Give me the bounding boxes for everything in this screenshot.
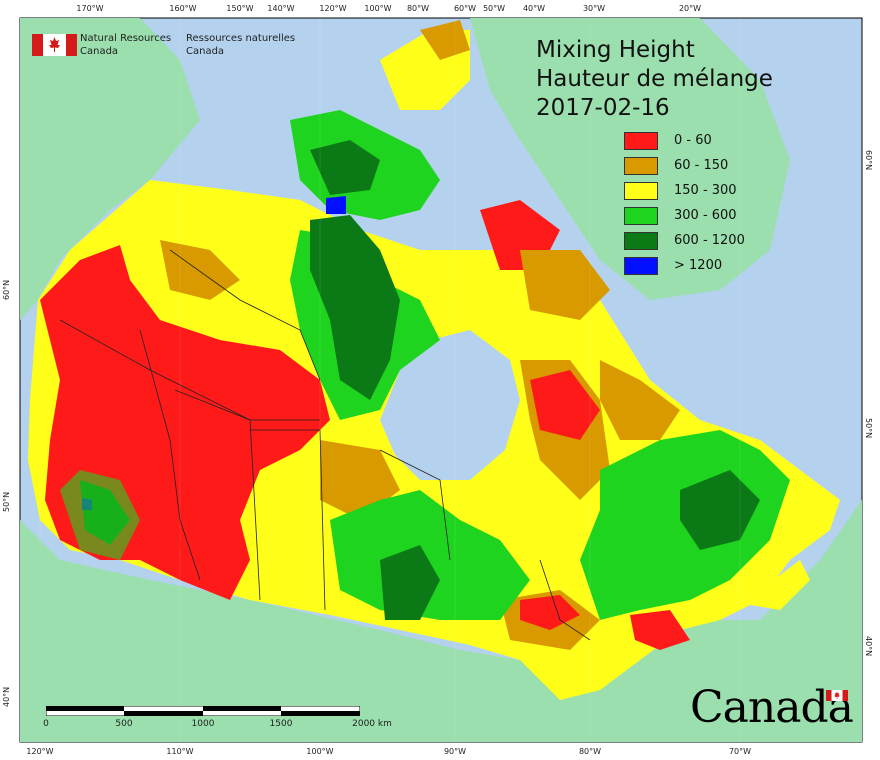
top-tick-label: 140°W — [267, 4, 295, 13]
bottom-tick-label: 80°W — [578, 747, 602, 756]
bottom-tick-label: 90°W — [443, 747, 467, 756]
agency-fr-line1: Ressources naturelles — [186, 33, 296, 44]
dkgreen-north — [310, 215, 400, 400]
agency-name-fr: Ressources naturelles Canada — [186, 32, 295, 58]
legend-swatch — [624, 257, 658, 275]
canada-flag-icon — [32, 34, 77, 56]
border-bc-ab — [139, 329, 201, 581]
legend-label: 150 - 300 — [674, 183, 737, 198]
green-central — [330, 490, 530, 620]
border-nwt-nu — [169, 249, 321, 381]
bottom-tick-label: 120°W — [26, 747, 54, 756]
agency-en-line1: Natural Resources — [80, 33, 172, 44]
left-tick-label: 40°N — [2, 686, 11, 707]
orange-baffin — [520, 250, 610, 320]
left-tick-label: 60°N — [2, 279, 11, 300]
top-tick-label: 50°W — [482, 4, 506, 13]
usa — [20, 500, 862, 742]
top-tick-label: 30°W — [582, 4, 606, 13]
yellow-ns — [720, 560, 810, 610]
right-tick-label: 40°N — [864, 636, 873, 657]
scale-label: 1000 — [191, 719, 215, 729]
scale-label: 1500 — [269, 719, 293, 729]
border-mb-on — [379, 449, 451, 561]
map-title: Mixing Height Hauteur de mélange 2017-02… — [536, 36, 773, 123]
top-tick-label: 80°W — [406, 4, 430, 13]
legend-label: 60 - 150 — [674, 158, 729, 173]
top-tick-label: 60°W — [453, 4, 477, 13]
legend-swatch — [624, 132, 658, 150]
scale-label: 2000 km — [352, 719, 392, 729]
bottom-tick-label: 110°W — [166, 747, 194, 756]
scale-label: 500 — [115, 719, 133, 729]
title-date: 2017-02-16 — [536, 95, 670, 121]
legend-swatch — [624, 157, 658, 175]
red-labrador — [530, 370, 600, 440]
agency-en-line2: Canada — [80, 46, 119, 57]
legend-label: 600 - 1200 — [674, 233, 745, 248]
legend-swatch — [624, 232, 658, 250]
blue-spot-arctic — [326, 196, 346, 214]
border-60N — [59, 319, 320, 421]
top-tick-label: 40°W — [522, 4, 546, 13]
border-sk-mb — [250, 429, 326, 611]
orange-arctic — [420, 20, 470, 60]
orange-band-1 — [160, 240, 240, 300]
top-tick-label: 120°W — [319, 4, 347, 13]
alaska — [20, 18, 200, 320]
dkgreen-east — [680, 470, 760, 550]
legend-swatch — [624, 182, 658, 200]
bottom-tick-label: 70°W — [728, 747, 752, 756]
dkgreen-central — [380, 545, 440, 620]
wordmark-flag-icon — [826, 690, 848, 701]
top-tick-label: 100°W — [364, 4, 392, 13]
green-southbc — [60, 470, 140, 560]
red-maritimes — [630, 610, 690, 650]
bottom-tick-label: 100°W — [306, 747, 334, 756]
agency-fr-line2: Canada — [186, 46, 225, 57]
top-tick-label: 170°W — [76, 4, 104, 13]
agency-name-en: Natural Resources Canada — [80, 32, 171, 58]
graticule — [39, 18, 741, 742]
top-tick-label: 20°W — [678, 4, 702, 13]
legend-label: 300 - 600 — [674, 208, 737, 223]
right-tick-label: 50°N — [864, 418, 873, 439]
orange-band-5 — [600, 360, 680, 440]
title-fr: Hauteur de mélange — [536, 66, 773, 92]
title-en: Mixing Height — [536, 37, 695, 63]
dkgreen-arctic — [310, 140, 380, 195]
top-tick-label: 160°W — [169, 4, 197, 13]
scale-bar — [46, 706, 360, 716]
legend-swatch — [624, 207, 658, 225]
right-tick-label: 60°N — [864, 150, 873, 171]
top-tick-label: 150°W — [226, 4, 254, 13]
red-ontario — [520, 595, 580, 630]
scale-label: 0 — [43, 719, 49, 729]
legend-label: 0 - 60 — [674, 133, 712, 148]
left-tick-label: 50°N — [2, 491, 11, 512]
legend-label: > 1200 — [674, 258, 723, 273]
border-on-qc — [539, 559, 591, 641]
hudson-bay — [380, 330, 520, 480]
